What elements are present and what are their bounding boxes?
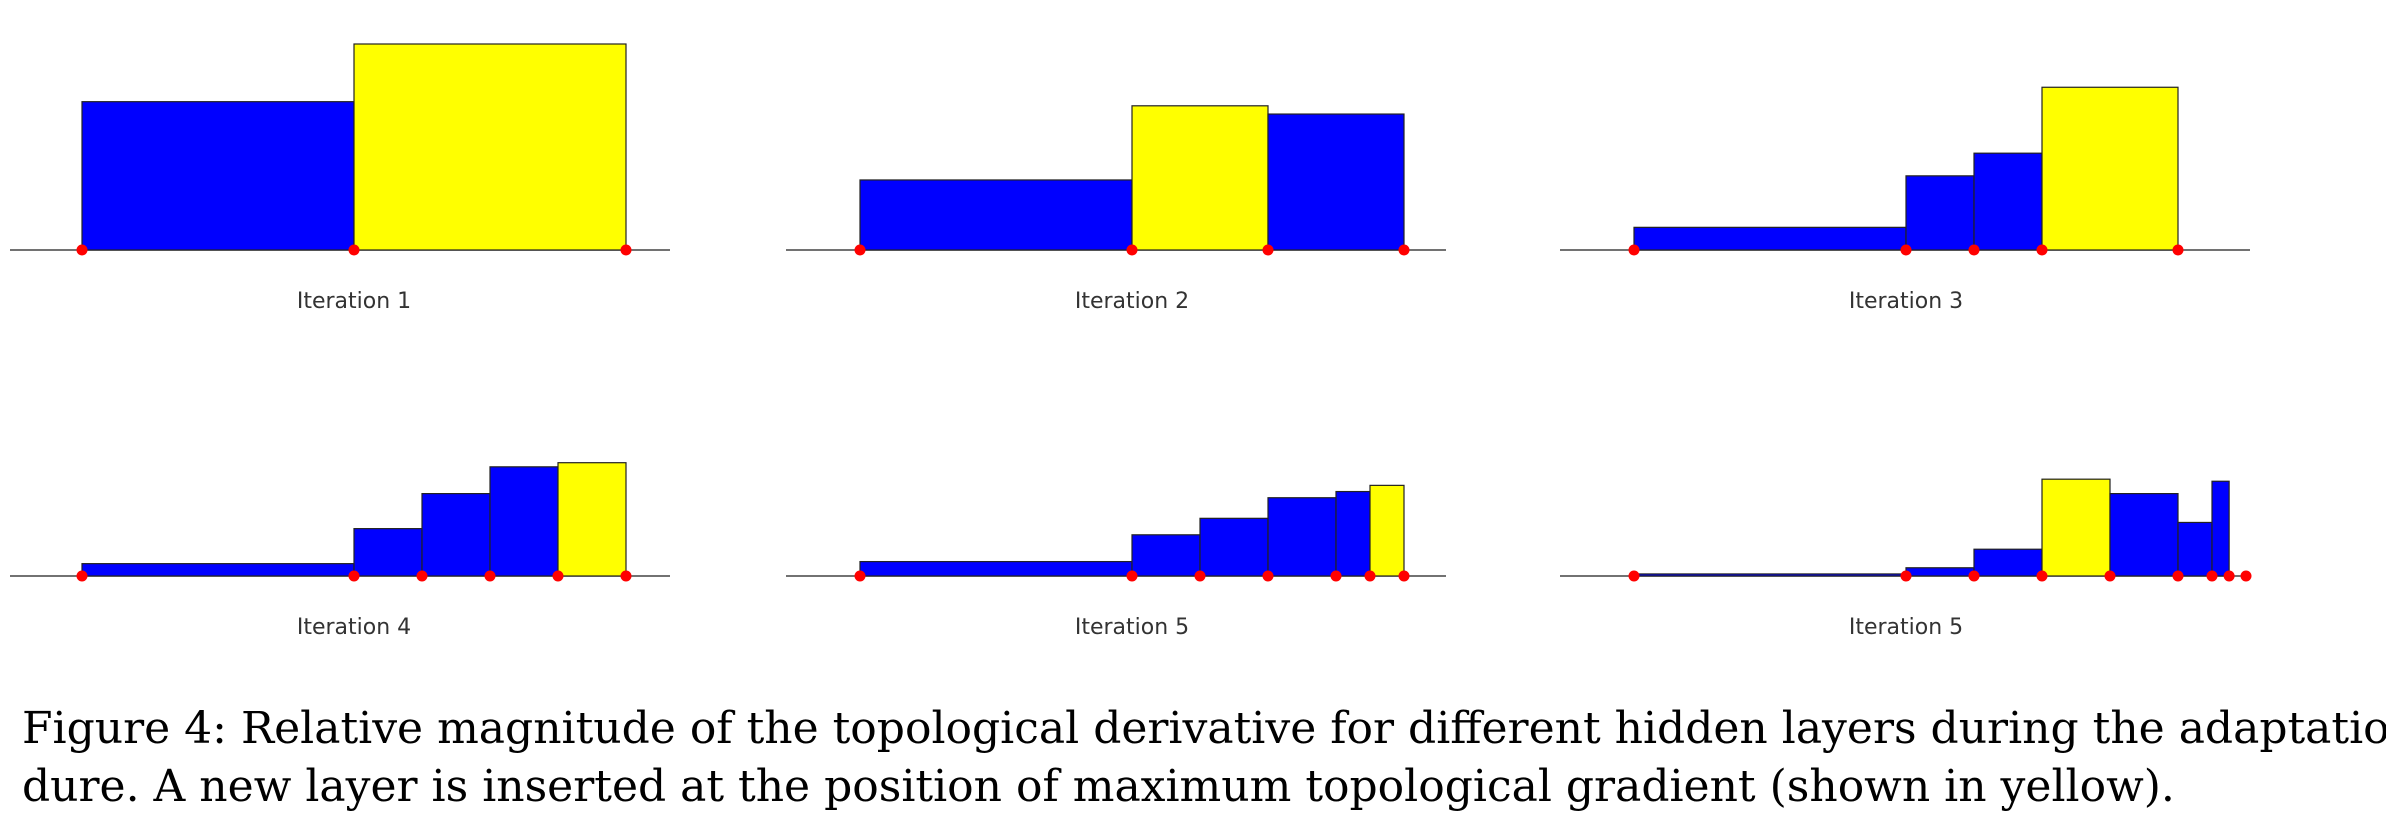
- layer-bar: [1199, 517, 1269, 577]
- layer-bar: [353, 528, 423, 577]
- layer-node: [348, 570, 360, 582]
- max-gradient-bar: [2041, 478, 2111, 577]
- iteration-label: Iteration 2: [1075, 289, 1189, 314]
- layer-node: [2240, 570, 2252, 582]
- layer-node: [2206, 570, 2218, 582]
- max-gradient-bar: [1131, 105, 1269, 251]
- layer-node: [1628, 570, 1640, 582]
- layer-node: [2104, 570, 2116, 582]
- layer-bar: [489, 466, 559, 577]
- max-gradient-bar: [2041, 86, 2179, 251]
- iteration-label: Iteration 4: [297, 615, 411, 640]
- layer-node: [484, 570, 496, 582]
- layer-node: [1900, 244, 1912, 256]
- layer-node: [1364, 570, 1376, 582]
- layer-node: [2036, 570, 2048, 582]
- layer-bar: [1973, 548, 2043, 577]
- layer-node: [854, 244, 866, 256]
- layer-node: [2036, 244, 2048, 256]
- layer-bar: [859, 560, 1133, 577]
- layer-bar: [1633, 226, 1907, 251]
- figure-caption: Figure 4: Relative magnitude of the topo…: [22, 700, 2386, 816]
- layer-bar: [421, 493, 491, 577]
- max-gradient-bar: [557, 462, 627, 577]
- caption-line-1: Figure 4: Relative magnitude of the topo…: [22, 703, 2386, 754]
- layer-bar: [1335, 490, 1371, 577]
- layer-node: [552, 570, 564, 582]
- layer-node: [620, 570, 632, 582]
- layer-node: [1126, 244, 1138, 256]
- layer-bar: [1905, 175, 1975, 251]
- panel-iteration-5a: Iteration 5: [786, 484, 1446, 640]
- caption-line-2: dure. A new layer is inserted at the pos…: [22, 761, 2175, 812]
- iteration-label: Iteration 5: [1075, 615, 1189, 640]
- layer-bar: [2177, 521, 2213, 577]
- iteration-label: Iteration 5: [1849, 615, 1963, 640]
- max-gradient-bar: [1369, 484, 1405, 577]
- iteration-label: Iteration 3: [1849, 289, 1963, 314]
- layer-node: [1126, 570, 1138, 582]
- layer-node: [1968, 244, 1980, 256]
- layer-node: [1262, 570, 1274, 582]
- layer-bar: [2109, 493, 2179, 577]
- layer-node: [1262, 244, 1274, 256]
- iteration-label: Iteration 1: [297, 289, 411, 314]
- layer-node: [1900, 570, 1912, 582]
- layer-node: [620, 244, 632, 256]
- layer-bar: [2211, 480, 2230, 577]
- layer-bar: [81, 101, 355, 251]
- panel-iteration-2: Iteration 2: [786, 105, 1446, 314]
- panel-iteration-4: Iteration 4: [10, 462, 670, 640]
- layer-node: [1330, 570, 1342, 582]
- panel-iteration-3: Iteration 3: [1560, 86, 2250, 314]
- layer-bar: [1267, 113, 1405, 251]
- layer-bar: [1973, 152, 2043, 251]
- layer-node: [1398, 570, 1410, 582]
- layer-node: [416, 570, 428, 582]
- layer-node: [1968, 570, 1980, 582]
- layer-node: [854, 570, 866, 582]
- layer-bar: [1633, 573, 1907, 577]
- layer-node: [1628, 244, 1640, 256]
- layer-bar: [859, 179, 1133, 251]
- layer-node: [76, 244, 88, 256]
- layer-bar: [81, 563, 355, 577]
- layer-node: [2172, 244, 2184, 256]
- panel-iteration-1: Iteration 1: [10, 43, 670, 314]
- layer-node: [1398, 244, 1410, 256]
- layer-node: [2223, 570, 2235, 582]
- panel-iteration-5b: Iteration 5: [1560, 478, 2252, 640]
- max-gradient-bar: [353, 43, 627, 251]
- layer-bar: [1267, 497, 1337, 577]
- layer-bar: [1905, 567, 1975, 577]
- layer-node: [1194, 570, 1206, 582]
- layer-bar: [1131, 534, 1201, 577]
- layer-node: [348, 244, 360, 256]
- layer-node: [76, 570, 88, 582]
- layer-node: [2172, 570, 2184, 582]
